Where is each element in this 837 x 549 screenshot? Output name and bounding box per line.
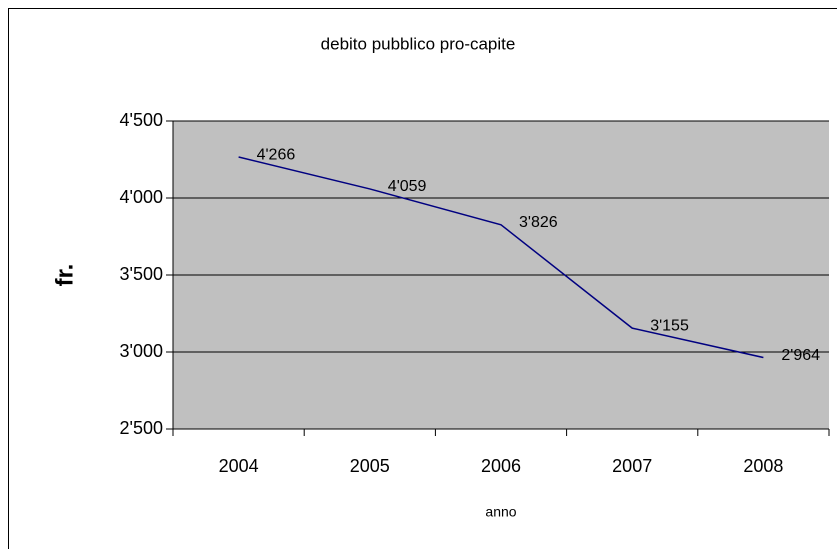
chart-title: debito pubblico pro-capite [321, 34, 516, 53]
y-tick-label: 3'500 [120, 264, 163, 284]
y-tick-label: 3'000 [120, 341, 163, 361]
x-tick-label: 2008 [743, 456, 783, 476]
y-tick-label: 4'500 [120, 110, 163, 130]
x-tick-label: 2006 [481, 456, 521, 476]
y-tick-label: 2'500 [120, 418, 163, 438]
y-axis-title: fr. [51, 264, 78, 287]
data-label: 4'266 [257, 146, 296, 163]
x-axis-title: anno [485, 504, 516, 520]
y-tick-label: 4'000 [120, 187, 163, 207]
data-label: 2'964 [781, 347, 820, 364]
x-tick-label: 2005 [350, 456, 390, 476]
data-label: 4'059 [388, 178, 427, 195]
data-label: 3'155 [650, 317, 689, 334]
data-line [238, 156, 764, 359]
x-tick-label: 2004 [219, 456, 259, 476]
data-label: 3'826 [519, 214, 558, 231]
x-tick-label: 2007 [612, 456, 652, 476]
